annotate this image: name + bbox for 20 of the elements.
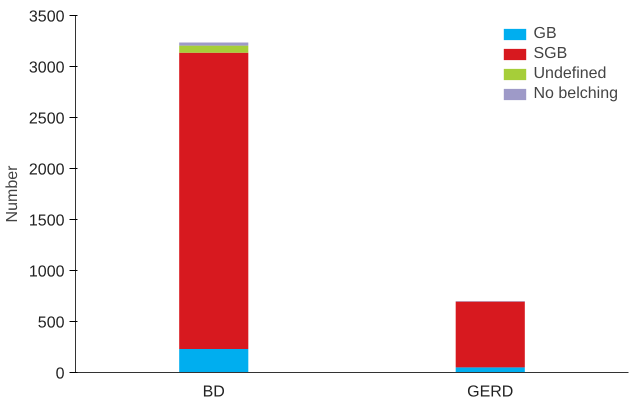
y-axis-title: Number — [4, 164, 21, 222]
bar — [179, 349, 248, 372]
y-tick-label: 1000 — [28, 264, 65, 280]
y-tick-label: 1500 — [28, 212, 65, 230]
y-tick-label: 2500 — [28, 110, 65, 128]
legend-label: SGB — [534, 45, 568, 63]
y-tick-label: 2000 — [28, 162, 65, 178]
y-tick-label: 0 — [56, 366, 65, 382]
bar — [179, 42, 248, 46]
y-tick-label: 500 — [38, 314, 65, 332]
x-tick-label: BD — [202, 384, 225, 400]
y-tick-label: 3000 — [28, 60, 65, 76]
bar — [456, 302, 525, 368]
y-tick-label: 3500 — [28, 8, 65, 26]
bar — [179, 52, 248, 350]
legend-label: No belching — [534, 85, 618, 103]
legend-label: Undefined — [534, 65, 606, 83]
bar — [179, 46, 248, 53]
x-tick-label: GERD — [467, 384, 514, 400]
legend-label: GB — [534, 25, 557, 43]
